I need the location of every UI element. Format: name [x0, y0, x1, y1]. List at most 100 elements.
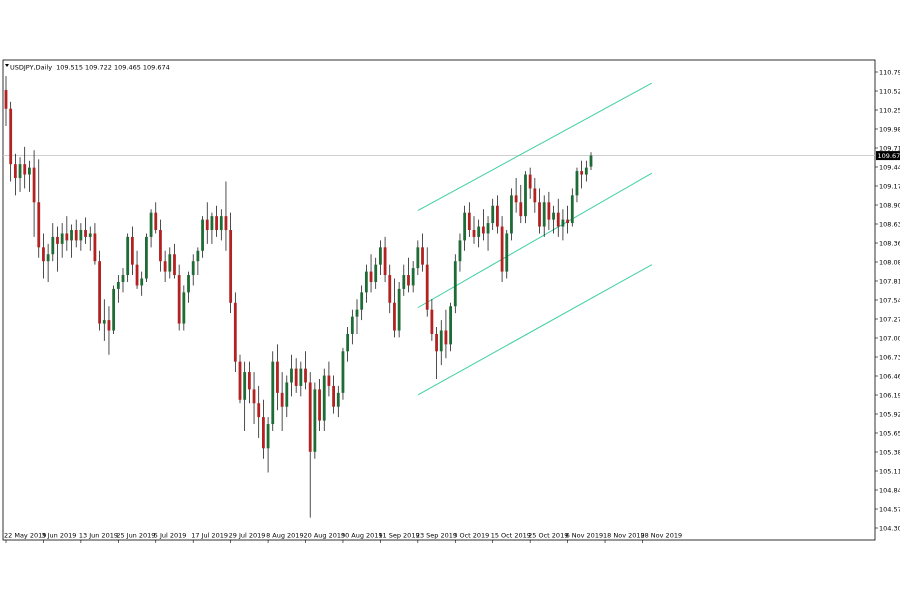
- candle: [37, 159, 41, 258]
- candle: [561, 209, 565, 241]
- candle: [130, 226, 134, 276]
- candle-body-up: [360, 292, 364, 310]
- candle-body-down: [74, 230, 78, 241]
- candle-body-down: [276, 361, 279, 393]
- x-tick-label: 23 Sep 2019: [416, 532, 457, 540]
- candle: [18, 157, 22, 192]
- x-tick-label: 3 Jun 2019: [41, 532, 76, 540]
- candle: [276, 344, 279, 411]
- candle: [411, 261, 415, 293]
- candle-body-up: [402, 275, 406, 289]
- candle: [4, 76, 8, 127]
- candle-body-down: [327, 375, 331, 386]
- candle: [266, 417, 270, 473]
- candle: [360, 285, 364, 321]
- candle: [102, 299, 106, 341]
- candle-body-down: [519, 202, 523, 217]
- candle: [191, 254, 195, 286]
- candle: [519, 184, 523, 224]
- candle: [402, 264, 406, 296]
- candle-body-down: [556, 212, 560, 227]
- candle-body-up: [112, 288, 116, 331]
- candle: [145, 233, 148, 282]
- candle: [430, 299, 434, 341]
- candle: [500, 216, 504, 282]
- candle-body-down: [159, 230, 162, 262]
- candle: [210, 212, 214, 244]
- x-tick-label: 25 Oct 2019: [528, 532, 568, 540]
- candle-body-up: [79, 230, 83, 241]
- candle-body-up: [168, 254, 172, 272]
- candle: [93, 223, 97, 265]
- candle: [163, 250, 167, 282]
- candle-body-up: [463, 212, 467, 241]
- candle-body-up: [140, 278, 144, 286]
- candle-body-up: [18, 164, 22, 179]
- candle-body-up: [364, 271, 368, 293]
- candle-body-down: [280, 392, 284, 407]
- x-tick-label: 6 Nov 2019: [566, 532, 604, 540]
- candle: [388, 264, 392, 314]
- candle-body-down: [308, 382, 312, 452]
- y-tick-label: 105.920: [879, 410, 900, 418]
- candle: [121, 268, 125, 293]
- candle-body-down: [580, 171, 584, 175]
- y-tick-label: 104.570: [879, 505, 900, 513]
- candle: [584, 160, 588, 182]
- candle: [407, 257, 410, 293]
- candle-body-up: [355, 309, 359, 317]
- candle: [257, 385, 261, 438]
- candle: [481, 209, 485, 241]
- candle-body-up: [126, 236, 130, 276]
- candle: [107, 306, 111, 355]
- candle: [42, 233, 45, 279]
- candle: [13, 153, 17, 196]
- y-tick-label: 110.795: [879, 68, 900, 76]
- y-tick-label: 108.630: [879, 220, 900, 228]
- candle-series: [4, 76, 593, 518]
- candle: [486, 216, 490, 251]
- candle-body-down: [252, 389, 256, 404]
- candle: [570, 188, 574, 227]
- y-tick-label: 107.005: [879, 334, 900, 342]
- candle-body-down: [65, 233, 69, 241]
- candle-body-down: [528, 174, 532, 189]
- candle-body-up: [453, 261, 457, 307]
- candle: [453, 254, 457, 314]
- candle: [65, 216, 69, 251]
- candle-body-up: [575, 171, 579, 196]
- candle-body-up: [336, 392, 340, 407]
- candle: [580, 160, 584, 189]
- y-tick-label: 109.440: [879, 163, 900, 171]
- candle-body-down: [107, 320, 111, 331]
- candle: [219, 209, 223, 241]
- candle: [369, 254, 373, 293]
- candle-body-up: [121, 275, 125, 282]
- plot-frame: [2, 59, 876, 541]
- candle-body-up: [149, 212, 153, 237]
- symbol-menu-icon[interactable]: [5, 64, 9, 67]
- candle-body-up: [271, 361, 275, 425]
- y-tick-label: 110.525: [879, 87, 900, 95]
- candle: [505, 230, 509, 279]
- candle-body-up: [350, 316, 354, 334]
- candle: [51, 223, 55, 262]
- candle-body-up: [313, 389, 317, 452]
- candle: [467, 202, 471, 237]
- candle: [556, 198, 560, 237]
- candle: [491, 198, 495, 231]
- candle: [182, 285, 186, 331]
- candle-body-down: [533, 188, 537, 203]
- candle-body-down: [229, 230, 233, 303]
- candle: [524, 171, 527, 224]
- candle-body-down: [421, 247, 424, 265]
- candle-body-down: [383, 247, 387, 276]
- candle-body-down: [13, 164, 17, 179]
- candle-body-down: [215, 216, 218, 231]
- candle: [32, 150, 36, 237]
- candle: [397, 281, 401, 338]
- x-tick-label: 18 Nov 2019: [603, 532, 645, 540]
- candle: [215, 205, 218, 237]
- candle-body-down: [4, 90, 8, 109]
- candle: [308, 372, 312, 518]
